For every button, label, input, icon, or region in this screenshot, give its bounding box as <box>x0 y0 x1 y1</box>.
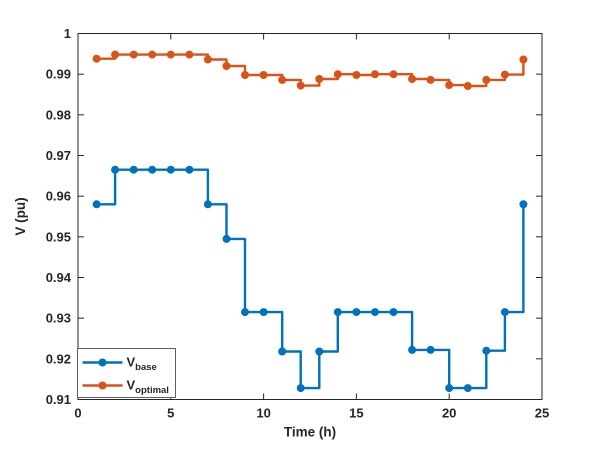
series-markers-v_base <box>92 165 528 393</box>
y-tick-label: 0.94 <box>46 270 72 285</box>
data-point-marker <box>445 81 454 90</box>
data-point-marker <box>111 165 120 174</box>
data-point-marker <box>315 75 324 83</box>
data-point-marker <box>519 200 528 209</box>
y-tick-label: 0.93 <box>46 311 71 326</box>
data-point-marker <box>445 384 454 393</box>
data-point-marker <box>222 234 231 243</box>
data-point-marker <box>463 384 472 393</box>
x-axis-label: Time (h) <box>284 425 336 440</box>
data-point-marker <box>352 308 361 317</box>
data-point-marker <box>371 308 379 317</box>
data-point-marker <box>389 308 398 317</box>
data-point-marker <box>482 75 491 84</box>
data-point-marker <box>203 200 212 209</box>
data-point-marker <box>500 70 509 79</box>
legend-label-v_base: Vbase <box>127 355 157 374</box>
data-point-marker <box>241 71 249 79</box>
data-point-marker <box>278 347 287 356</box>
x-tick-label: 25 <box>535 406 549 421</box>
y-tick-label: 1 <box>64 26 71 41</box>
data-point-marker <box>92 200 101 209</box>
data-point-marker <box>519 55 528 64</box>
data-point-marker <box>296 81 305 90</box>
data-point-marker <box>426 345 435 354</box>
legend-marker-sample <box>98 381 107 390</box>
data-point-marker <box>111 50 120 59</box>
data-point-marker <box>259 71 268 79</box>
series-v_optimal <box>92 50 528 90</box>
data-point-marker <box>148 50 157 59</box>
series-v_base <box>92 165 528 393</box>
legend-item-v_base: Vbase <box>82 355 157 374</box>
x-tick-label: 10 <box>256 406 270 421</box>
y-tick-label: 0.92 <box>46 351 71 366</box>
series-line-v_optimal <box>96 53 525 88</box>
x-tick-label: 5 <box>167 406 174 421</box>
data-point-marker <box>463 82 472 90</box>
data-point-marker <box>333 308 342 317</box>
data-point-marker <box>185 50 194 59</box>
data-point-marker <box>259 308 268 317</box>
axes-box <box>77 33 543 400</box>
y-tick-label: 0.98 <box>46 107 71 122</box>
data-point-marker <box>241 308 249 317</box>
data-point-marker <box>129 165 138 174</box>
y-tick-label: 0.99 <box>46 67 71 82</box>
y-tick-label: 0.97 <box>46 148 71 163</box>
y-tick-label: 0.91 <box>46 392 71 407</box>
x-tick-label: 0 <box>74 406 81 421</box>
x-tick-label: 20 <box>442 406 456 421</box>
y-axis-ticks: 0.91 0.92 0.93 0.94 0.95 0.96 0.97 0.98 0.99 1 <box>46 26 542 407</box>
data-point-marker <box>203 55 212 64</box>
series-markers-v_optimal <box>92 50 528 90</box>
data-point-marker <box>166 165 175 174</box>
data-point-marker <box>222 62 231 70</box>
data-point-marker <box>371 70 379 79</box>
data-point-marker <box>333 70 342 79</box>
legend-label-v_optimal: Voptimal <box>127 378 169 397</box>
legend-item-v_optimal: Voptimal <box>82 378 169 397</box>
y-tick-label: 0.96 <box>46 189 71 204</box>
data-point-marker <box>166 50 175 59</box>
x-tick-label: 15 <box>349 406 363 421</box>
legend-box <box>77 348 176 398</box>
data-point-marker <box>408 75 417 83</box>
data-point-marker <box>482 346 491 355</box>
data-point-marker <box>389 70 398 79</box>
legend-marker-sample <box>98 358 107 367</box>
x-axis-ticks: 0 5 10 15 20 25 <box>74 33 549 421</box>
data-point-marker <box>408 345 417 354</box>
y-axis-label: V (pu) <box>13 197 28 235</box>
data-point-marker <box>296 384 305 393</box>
legend: Vbase Voptimal <box>77 348 176 398</box>
data-point-marker <box>352 71 361 79</box>
data-point-marker <box>92 54 101 63</box>
y-tick-label: 0.95 <box>46 229 71 244</box>
data-point-marker <box>185 165 194 174</box>
data-point-marker <box>315 347 324 356</box>
data-point-marker <box>129 50 138 59</box>
data-point-marker <box>278 75 287 84</box>
data-point-marker <box>426 75 435 84</box>
data-point-marker <box>148 165 157 174</box>
data-point-marker <box>500 308 509 317</box>
